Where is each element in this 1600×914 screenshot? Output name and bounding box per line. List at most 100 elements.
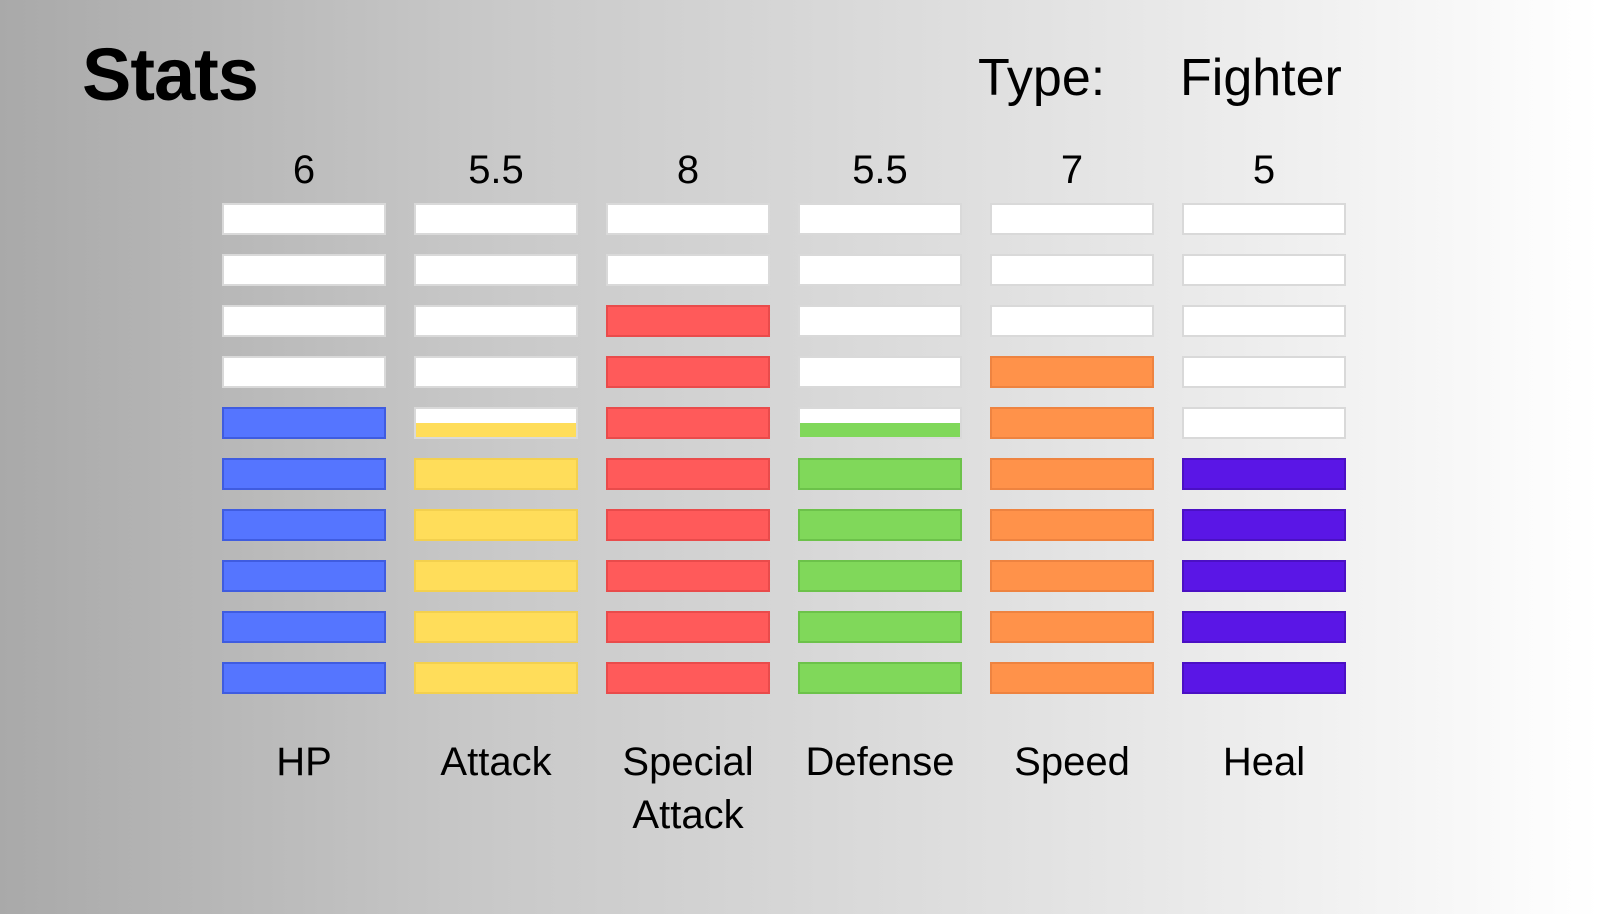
stat-label-speed: Speed [1014, 740, 1130, 784]
stat-segment-attack-6 [414, 407, 578, 439]
stat-segment-heal-1 [1182, 662, 1346, 694]
stat-segment-special-attack-2 [606, 611, 770, 643]
stat-fill-attack-4 [416, 511, 576, 539]
stat-fill-hp-3 [224, 562, 384, 590]
stat-segment-heal-5 [1182, 458, 1346, 490]
stat-fill-speed-2 [992, 613, 1152, 641]
stat-fill-speed-5 [992, 460, 1152, 488]
stat-fill-hp-6 [224, 409, 384, 437]
stat-segment-heal-3 [1182, 560, 1346, 592]
stat-fill-hp-1 [224, 664, 384, 692]
stat-segment-defense-7 [798, 356, 962, 388]
stat-segment-heal-7 [1182, 356, 1346, 388]
stat-segment-heal-9 [1182, 254, 1346, 286]
stat-fill-special-attack-1 [608, 664, 768, 692]
stat-segment-speed-2 [990, 611, 1154, 643]
stat-fill-attack-1 [416, 664, 576, 692]
stat-value-attack: 5.5 [468, 148, 524, 192]
stat-segment-hp-3 [222, 560, 386, 592]
type-value: Fighter [1180, 49, 1342, 107]
stat-segment-hp-10 [222, 203, 386, 235]
stat-segment-special-attack-5 [606, 458, 770, 490]
stat-segment-heal-10 [1182, 203, 1346, 235]
stat-segment-hp-1 [222, 662, 386, 694]
stat-fill-attack-6 [416, 423, 576, 437]
stat-segment-speed-9 [990, 254, 1154, 286]
stat-segment-defense-5 [798, 458, 962, 490]
stat-segment-defense-1 [798, 662, 962, 694]
stat-segment-defense-9 [798, 254, 962, 286]
stat-segment-special-attack-9 [606, 254, 770, 286]
stat-segment-defense-3 [798, 560, 962, 592]
stat-fill-defense-1 [800, 664, 960, 692]
type-label: Type: [978, 49, 1106, 107]
stat-segment-special-attack-4 [606, 509, 770, 541]
stat-fill-speed-1 [992, 664, 1152, 692]
stat-fill-speed-3 [992, 562, 1152, 590]
stat-segment-attack-4 [414, 509, 578, 541]
stat-fill-special-attack-5 [608, 460, 768, 488]
stat-segment-special-attack-6 [606, 407, 770, 439]
stat-fill-hp-4 [224, 511, 384, 539]
stat-fill-special-attack-4 [608, 511, 768, 539]
stat-fill-defense-6 [800, 423, 960, 437]
stat-segment-attack-7 [414, 356, 578, 388]
stat-fill-speed-7 [992, 358, 1152, 386]
stat-fill-hp-2 [224, 613, 384, 641]
stat-fill-hp-5 [224, 460, 384, 488]
stat-fill-special-attack-7 [608, 358, 768, 386]
stat-segment-special-attack-10 [606, 203, 770, 235]
stat-segment-attack-9 [414, 254, 578, 286]
stat-value-speed: 7 [1060, 148, 1084, 192]
stat-segment-special-attack-7 [606, 356, 770, 388]
stat-segment-speed-3 [990, 560, 1154, 592]
stat-segment-defense-2 [798, 611, 962, 643]
stat-segment-speed-7 [990, 356, 1154, 388]
stat-segment-speed-6 [990, 407, 1154, 439]
stat-label-defense: Defense [805, 740, 955, 784]
stat-fill-special-attack-2 [608, 613, 768, 641]
stat-fill-heal-2 [1184, 613, 1344, 641]
stat-segment-hp-6 [222, 407, 386, 439]
stat-fill-special-attack-6 [608, 409, 768, 437]
stat-fill-heal-1 [1184, 664, 1344, 692]
stat-value-defense: 5.5 [852, 148, 908, 192]
stat-label-special-attack: Special Attack [622, 740, 754, 837]
stat-segment-hp-8 [222, 305, 386, 337]
stat-segment-attack-10 [414, 203, 578, 235]
stat-fill-heal-4 [1184, 511, 1344, 539]
stat-fill-attack-2 [416, 613, 576, 641]
stat-segment-heal-4 [1182, 509, 1346, 541]
stat-segment-heal-2 [1182, 611, 1346, 643]
stat-fill-special-attack-3 [608, 562, 768, 590]
stat-segment-hp-9 [222, 254, 386, 286]
stat-value-heal: 5 [1252, 148, 1276, 192]
stat-fill-attack-5 [416, 460, 576, 488]
stat-segment-hp-5 [222, 458, 386, 490]
stat-fill-defense-5 [800, 460, 960, 488]
stat-fill-speed-6 [992, 409, 1152, 437]
stat-fill-defense-4 [800, 511, 960, 539]
stat-fill-heal-3 [1184, 562, 1344, 590]
stat-segment-heal-6 [1182, 407, 1346, 439]
stat-segment-attack-5 [414, 458, 578, 490]
stat-segment-hp-4 [222, 509, 386, 541]
stat-segment-defense-8 [798, 305, 962, 337]
stat-label-hp: HP [276, 740, 332, 784]
stat-segment-hp-2 [222, 611, 386, 643]
stat-segment-attack-1 [414, 662, 578, 694]
stat-label-attack: Attack [440, 740, 552, 784]
stat-segment-speed-4 [990, 509, 1154, 541]
stat-fill-speed-4 [992, 511, 1152, 539]
stat-segment-hp-7 [222, 356, 386, 388]
stat-fill-heal-5 [1184, 460, 1344, 488]
stat-segment-speed-5 [990, 458, 1154, 490]
stat-segment-heal-8 [1182, 305, 1346, 337]
stat-segment-attack-2 [414, 611, 578, 643]
stat-fill-defense-3 [800, 562, 960, 590]
stat-segment-special-attack-1 [606, 662, 770, 694]
stat-segment-defense-6 [798, 407, 962, 439]
stat-segment-speed-8 [990, 305, 1154, 337]
stat-segment-special-attack-8 [606, 305, 770, 337]
stat-label-heal: Heal [1222, 740, 1306, 784]
